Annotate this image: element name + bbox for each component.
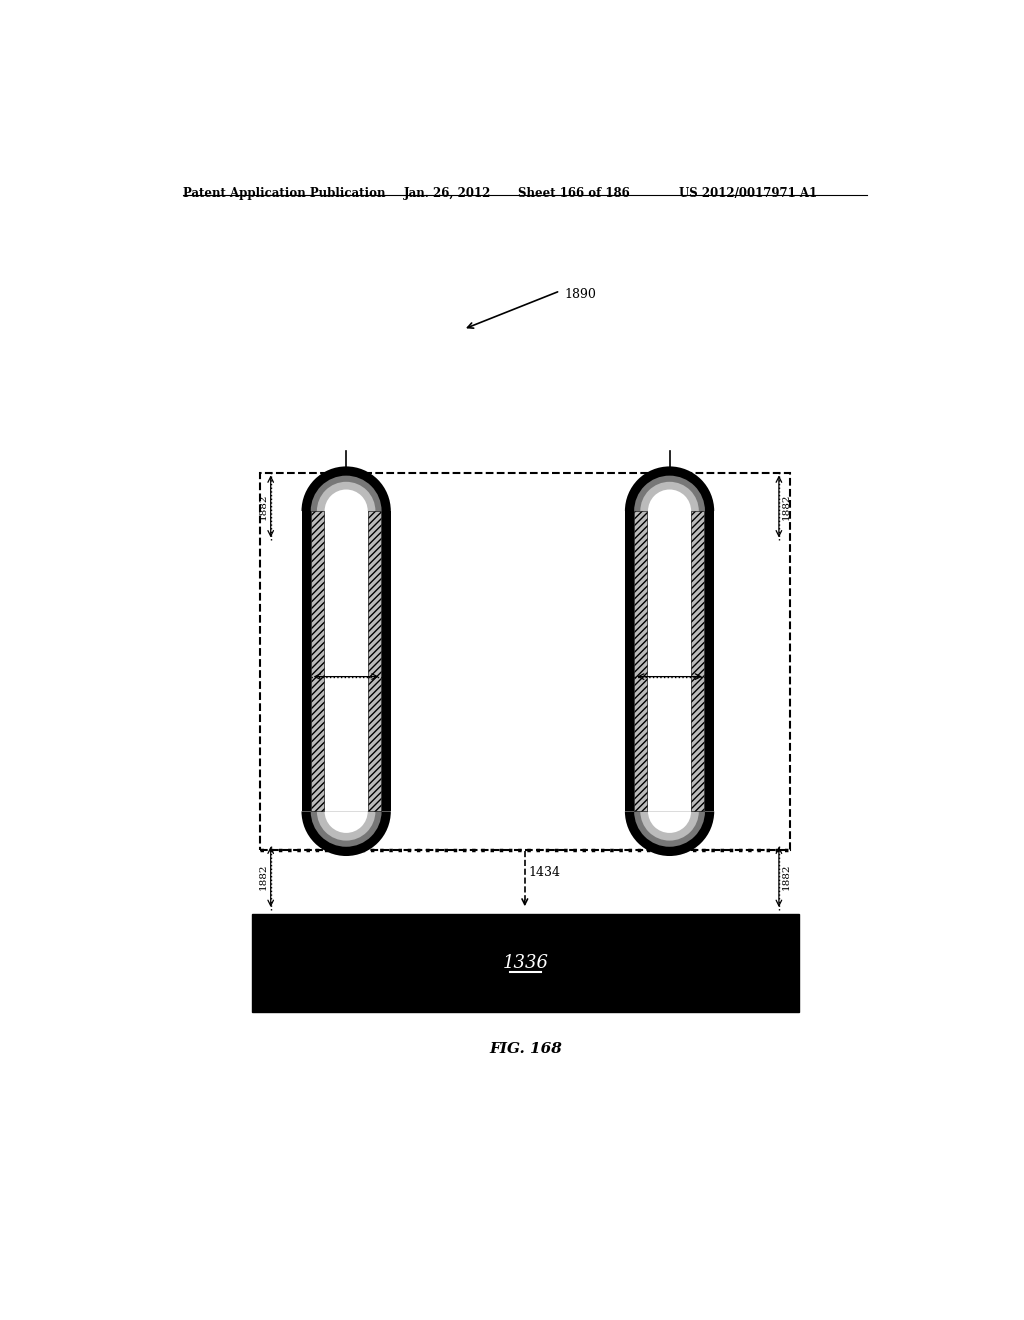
Wedge shape	[325, 812, 368, 833]
Text: 1882: 1882	[782, 494, 791, 520]
Bar	[310, 511, 382, 812]
Wedge shape	[310, 812, 382, 847]
Text: Jan. 26, 2012: Jan. 26, 2012	[403, 187, 492, 199]
Wedge shape	[634, 812, 705, 847]
Text: US 2012/0017971 A1: US 2012/0017971 A1	[679, 187, 817, 199]
Wedge shape	[640, 482, 698, 511]
Text: Sheet 166 of 186: Sheet 166 of 186	[518, 187, 630, 199]
Bar	[691, 511, 705, 812]
Bar	[316, 511, 376, 812]
Bar	[310, 511, 324, 812]
Text: 1434: 1434	[528, 866, 561, 879]
Wedge shape	[310, 475, 382, 511]
Text: 1872: 1872	[656, 660, 683, 669]
Text: 1882: 1882	[259, 863, 267, 890]
Text: 1872: 1872	[333, 660, 359, 669]
Wedge shape	[301, 812, 391, 857]
Bar	[634, 511, 647, 812]
Text: FIG. 168: FIG. 168	[489, 1041, 562, 1056]
Text: 1882: 1882	[782, 863, 791, 890]
Wedge shape	[625, 812, 714, 857]
Wedge shape	[648, 490, 691, 511]
Wedge shape	[316, 482, 376, 511]
Bar	[260, 473, 790, 850]
Wedge shape	[625, 466, 714, 511]
Bar	[648, 511, 691, 812]
Bar	[368, 511, 381, 812]
Wedge shape	[640, 812, 698, 841]
Text: 1336: 1336	[503, 954, 549, 972]
Wedge shape	[634, 475, 705, 511]
Wedge shape	[301, 466, 391, 511]
Text: 1882: 1882	[259, 494, 267, 520]
Bar	[640, 511, 698, 812]
Wedge shape	[648, 812, 691, 833]
Wedge shape	[316, 812, 376, 841]
Bar	[301, 511, 391, 812]
Bar	[625, 511, 714, 812]
Text: 1890: 1890	[564, 288, 596, 301]
Bar	[252, 913, 799, 1012]
Bar	[325, 511, 368, 812]
Text: Patent Application Publication: Patent Application Publication	[183, 187, 385, 199]
Bar	[634, 511, 705, 812]
Wedge shape	[325, 490, 368, 511]
